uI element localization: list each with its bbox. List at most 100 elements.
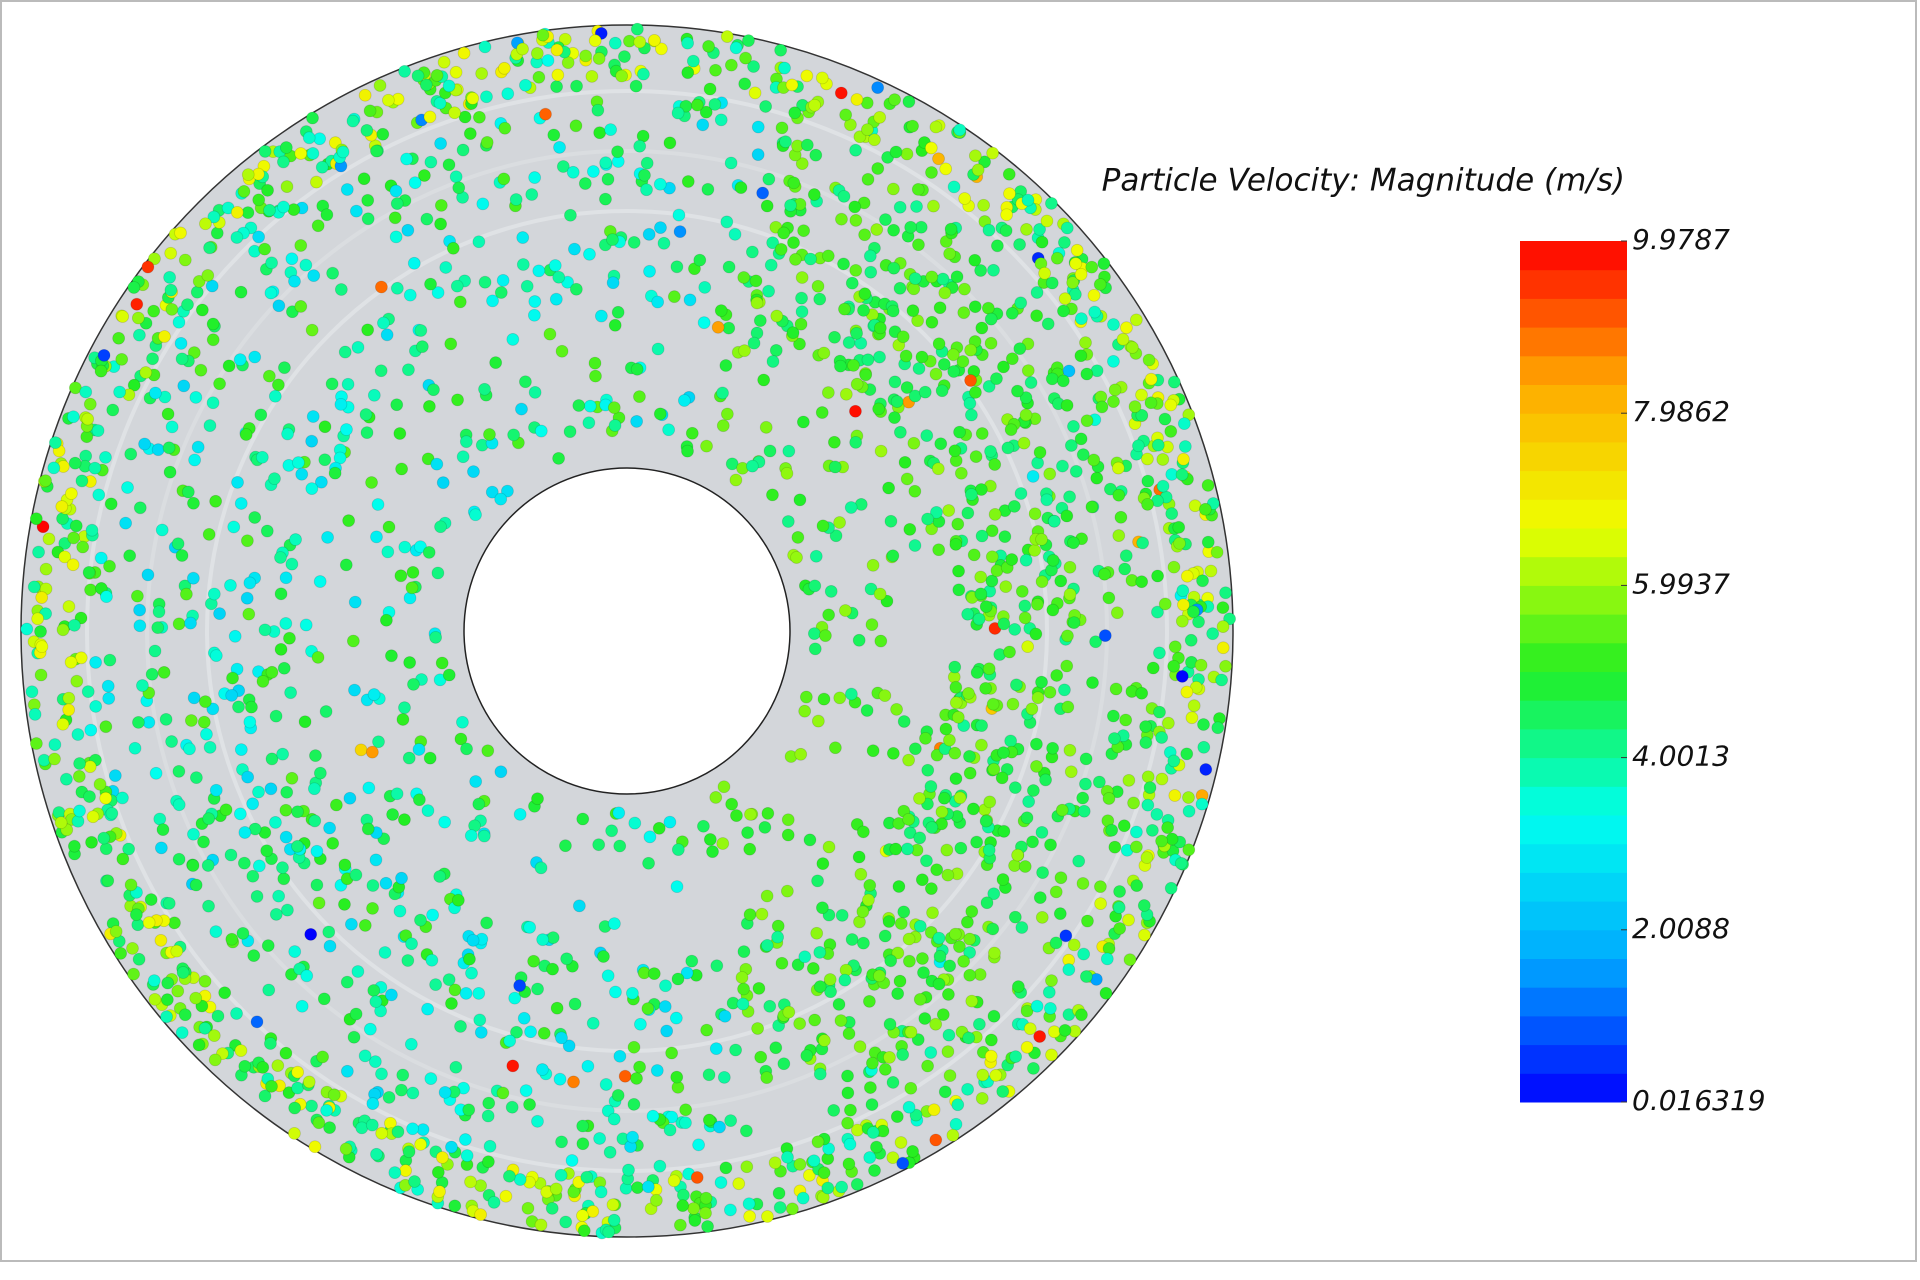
particle <box>1021 193 1035 207</box>
particle <box>823 973 837 986</box>
particle <box>99 842 113 856</box>
particle <box>1058 1023 1072 1037</box>
particle <box>926 906 939 920</box>
particle <box>946 348 960 362</box>
particle <box>108 769 122 783</box>
particle <box>863 1081 877 1094</box>
particle <box>427 383 440 397</box>
particle <box>802 1168 816 1182</box>
particle <box>1167 375 1181 389</box>
particle <box>841 1086 855 1100</box>
particle <box>667 290 681 304</box>
particle <box>663 1123 677 1137</box>
particle <box>519 375 532 389</box>
particle <box>1035 575 1049 589</box>
particle <box>607 917 621 931</box>
particle <box>1031 456 1045 470</box>
particle <box>807 627 821 640</box>
particle <box>436 476 450 490</box>
particle <box>567 1075 580 1089</box>
particle <box>517 1011 531 1025</box>
particle <box>187 496 200 510</box>
particle <box>541 54 555 67</box>
particle <box>953 425 966 439</box>
particle <box>94 551 108 565</box>
particle <box>793 1157 807 1171</box>
particle <box>202 812 216 826</box>
particle <box>1142 353 1156 367</box>
particle <box>132 715 145 729</box>
particle <box>618 50 631 63</box>
particle <box>1168 789 1182 802</box>
particle <box>348 683 361 697</box>
particle <box>1127 796 1140 810</box>
particle <box>271 1059 285 1073</box>
particle <box>817 692 831 706</box>
particle <box>181 298 194 312</box>
particle <box>952 583 966 597</box>
particle <box>202 527 216 541</box>
particle <box>1008 781 1022 795</box>
particle <box>1114 510 1128 524</box>
particle <box>377 316 390 330</box>
particle <box>630 415 644 428</box>
particle <box>391 1125 405 1139</box>
particle <box>1093 278 1107 291</box>
particle <box>1046 741 1060 755</box>
particle <box>385 649 398 663</box>
particle <box>647 33 661 47</box>
particle <box>101 874 115 888</box>
particle <box>389 184 403 198</box>
particle <box>781 813 795 827</box>
particle <box>1151 438 1165 452</box>
particle <box>442 158 456 172</box>
particle <box>1028 543 1042 557</box>
particle <box>607 1213 621 1227</box>
particle <box>379 613 393 627</box>
particle <box>1102 591 1116 605</box>
particle <box>1196 574 1209 588</box>
particle <box>155 523 169 537</box>
particle <box>127 378 141 392</box>
particle <box>277 200 290 214</box>
particle <box>593 1132 607 1145</box>
particle <box>534 1218 548 1232</box>
particle <box>663 815 677 829</box>
particle <box>103 559 116 573</box>
particle <box>871 162 885 175</box>
particle <box>1197 718 1210 731</box>
particle <box>586 165 600 178</box>
particle <box>968 149 982 163</box>
particle <box>433 96 447 110</box>
particle <box>956 355 970 368</box>
particle <box>986 922 1000 936</box>
particle <box>697 316 711 330</box>
particle <box>659 979 672 993</box>
particle <box>828 741 842 755</box>
particle <box>1113 885 1126 898</box>
particle <box>1029 627 1043 641</box>
particle <box>399 1164 413 1177</box>
particle <box>1005 352 1019 366</box>
particle <box>161 407 175 421</box>
particle <box>354 743 368 757</box>
particle <box>651 295 665 309</box>
particle <box>258 623 272 637</box>
particle <box>990 239 1004 253</box>
particle <box>209 783 223 797</box>
particle <box>374 364 388 378</box>
particle <box>99 791 113 805</box>
particle <box>206 333 220 347</box>
particle <box>622 1163 635 1177</box>
particle <box>1085 500 1099 514</box>
particle <box>837 257 850 271</box>
particle <box>59 772 73 786</box>
particle <box>56 623 70 637</box>
particle <box>543 327 557 341</box>
particle <box>420 212 434 226</box>
particle <box>58 550 72 564</box>
particle <box>358 919 372 932</box>
particle <box>643 830 657 844</box>
particle <box>816 857 830 871</box>
particle <box>1018 599 1032 613</box>
